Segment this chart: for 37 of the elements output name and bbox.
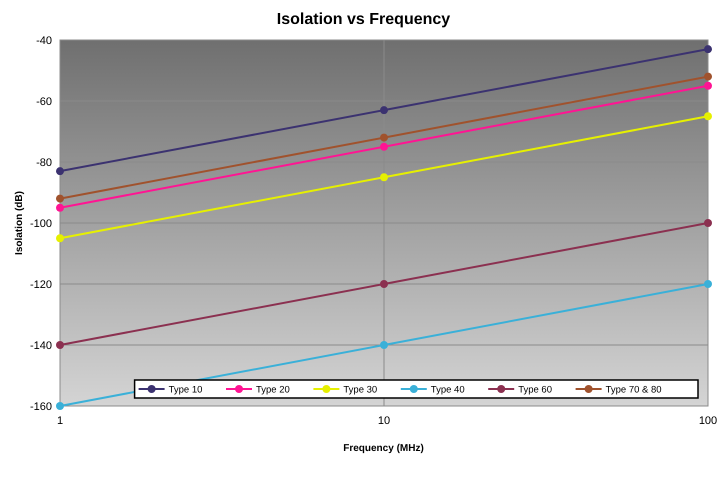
legend-label: Type 40 xyxy=(430,384,465,396)
y-tick-label: -40 xyxy=(36,34,52,47)
y-tick-label: -60 xyxy=(36,96,52,108)
point xyxy=(56,167,64,176)
point xyxy=(704,82,712,90)
point xyxy=(56,234,64,242)
point xyxy=(56,204,64,212)
point xyxy=(380,341,388,349)
y-tick-label: -140 xyxy=(30,340,52,352)
point xyxy=(56,194,64,203)
point xyxy=(704,112,712,120)
y-tick-label: -120 xyxy=(30,278,52,291)
y-tick-label: -160 xyxy=(30,400,52,413)
point xyxy=(56,402,64,410)
point xyxy=(380,280,388,288)
y-tick-label: -80 xyxy=(36,156,52,169)
x-tick-label: 100 xyxy=(698,415,718,427)
point xyxy=(380,106,388,114)
legend-label: Type 10 xyxy=(168,384,202,396)
point xyxy=(704,280,712,288)
point xyxy=(704,72,712,81)
point xyxy=(704,45,712,54)
point xyxy=(704,219,712,227)
legend-label: Type 70 & 80 xyxy=(606,384,662,396)
y-axis-title: Isolation (dB) xyxy=(14,191,25,255)
legend-label: Type 30 xyxy=(343,384,378,396)
legend-label: Type 60 xyxy=(518,384,552,396)
legend-label: Type 20 xyxy=(256,384,290,396)
x-tick-label: 10 xyxy=(378,415,390,427)
point xyxy=(56,341,64,349)
point xyxy=(380,134,388,142)
chart-title: Isolation vs Frequency xyxy=(276,11,450,28)
point xyxy=(380,142,388,151)
x-axis-title: Frequency (MHz) xyxy=(343,443,424,454)
point xyxy=(380,173,388,182)
y-tick-label: -100 xyxy=(30,218,52,230)
x-tick-label: 1 xyxy=(56,415,64,427)
